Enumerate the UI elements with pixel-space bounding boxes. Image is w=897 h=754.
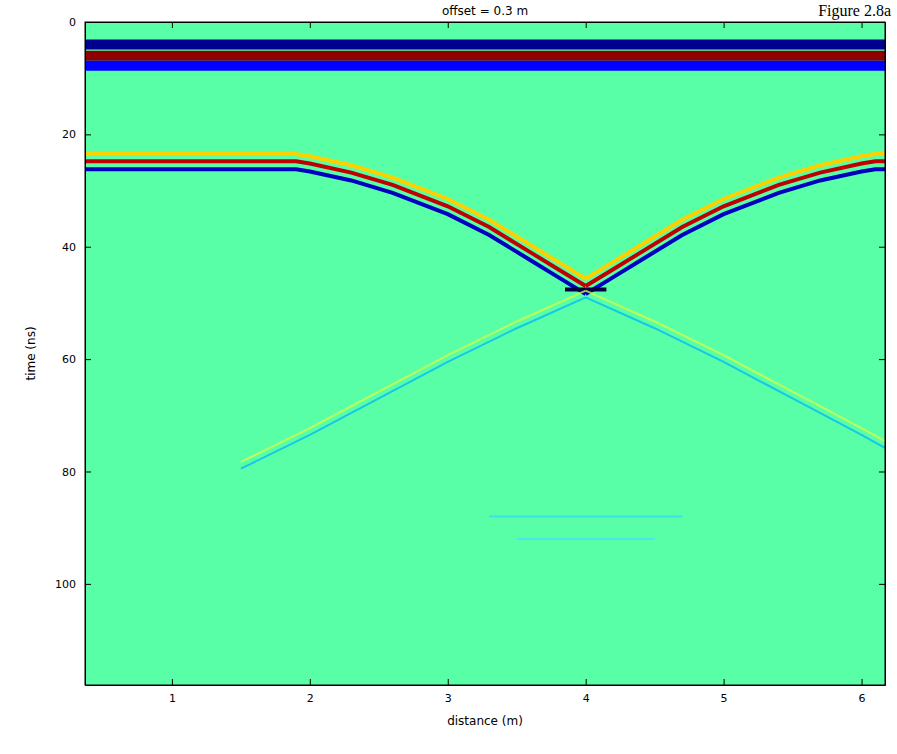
tick-mark <box>310 22 311 28</box>
tick-label: 20 <box>62 128 76 141</box>
tick-mark <box>172 22 173 28</box>
tick-label: 3 <box>445 692 452 705</box>
tick-mark <box>862 679 863 685</box>
tick <box>310 22 311 28</box>
tick-mark <box>879 359 885 360</box>
title: offset = 0.3 m <box>442 4 528 18</box>
marks <box>85 44 885 538</box>
tick-mark <box>448 22 449 28</box>
tick-mark <box>85 134 91 135</box>
tick: 60 <box>62 353 91 366</box>
tick-mark <box>85 359 91 360</box>
tick <box>879 359 885 360</box>
tick-mark <box>879 584 885 585</box>
tick-label: 4 <box>583 692 590 705</box>
tick-mark <box>85 471 91 472</box>
tick-mark <box>879 22 885 23</box>
tick-mark <box>724 679 725 685</box>
tick <box>862 22 863 28</box>
series-line <box>241 297 586 468</box>
x-axis-top <box>86 22 886 28</box>
plot-frame <box>85 22 885 685</box>
tick-mark <box>310 679 311 685</box>
tick-label: 100 <box>55 578 76 591</box>
tick: 4 <box>583 679 590 705</box>
series-line <box>586 291 885 442</box>
axis-line <box>86 22 886 23</box>
tick <box>879 22 885 23</box>
tick <box>879 471 885 472</box>
tick-mark <box>879 471 885 472</box>
series-line <box>241 291 586 462</box>
tick-label: 5 <box>721 692 728 705</box>
tick <box>172 22 173 28</box>
tick: 0 <box>69 16 91 29</box>
tick-label: 0 <box>69 16 76 29</box>
series-line <box>85 51 885 61</box>
tick <box>448 22 449 28</box>
series-line <box>586 297 885 448</box>
tick: 2 <box>307 679 314 705</box>
axis-line <box>86 685 886 686</box>
tick: 100 <box>55 578 91 591</box>
tick-mark <box>85 22 91 23</box>
series-line <box>85 169 586 294</box>
tick-label: 1 <box>169 692 176 705</box>
series-line <box>586 169 885 294</box>
tick-label: 6 <box>859 692 866 705</box>
tick <box>879 247 885 248</box>
tick-mark <box>85 584 91 585</box>
tick-mark <box>862 22 863 28</box>
tick <box>879 584 885 585</box>
series-line <box>85 61 885 71</box>
y-axis-title: time (ns) <box>24 326 38 380</box>
tick-mark <box>586 22 587 28</box>
tick-mark <box>879 134 885 135</box>
tick <box>586 22 587 28</box>
annotation: Figure 2.8a <box>818 2 891 20</box>
y-axis-right <box>879 23 886 686</box>
axis-line <box>885 23 886 686</box>
tick: 1 <box>169 679 176 705</box>
tick-mark <box>448 679 449 685</box>
tick <box>724 22 725 28</box>
tick-label: 60 <box>62 353 76 366</box>
tick <box>879 134 885 135</box>
chart: 123456020406080100offset = 0.3 mFigure 2… <box>0 0 897 754</box>
tick-mark <box>879 247 885 248</box>
tick: 40 <box>62 241 91 254</box>
x-axis-title: distance (m) <box>447 714 523 728</box>
tick: 80 <box>62 466 91 479</box>
tick-mark <box>85 247 91 248</box>
series-line <box>85 39 885 49</box>
series-line <box>517 538 655 540</box>
tick-mark <box>586 679 587 685</box>
tick: 3 <box>445 679 452 705</box>
series-line <box>85 161 586 286</box>
axis-line <box>85 23 86 686</box>
tick-label: 80 <box>62 466 76 479</box>
tick-label: 40 <box>62 241 76 254</box>
series-line <box>489 515 682 517</box>
plot: 123456020406080100 <box>55 16 886 705</box>
tick: 20 <box>62 128 91 141</box>
plot-background <box>85 22 885 685</box>
series-line <box>85 154 586 279</box>
tick-label: 2 <box>307 692 314 705</box>
tick: 5 <box>721 679 728 705</box>
y-axis: 0 20 40 60 80 100 <box>55 16 91 685</box>
x-axis: 1 2 3 4 5 6 <box>86 679 886 705</box>
tick: 6 <box>859 679 866 705</box>
tick-mark <box>724 22 725 28</box>
tick-mark <box>172 679 173 685</box>
